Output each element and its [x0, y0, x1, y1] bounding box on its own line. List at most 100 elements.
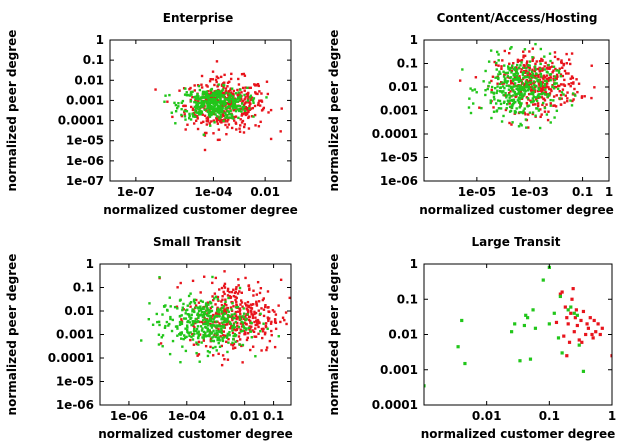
- point-1-9: [208, 122, 211, 125]
- point-2-306: [194, 111, 198, 114]
- point-1-11: [518, 75, 521, 78]
- x-tick-label: 0.1: [263, 409, 284, 423]
- point-2-276: [216, 333, 219, 336]
- point-1-157: [222, 334, 225, 337]
- point-2-219: [209, 314, 212, 318]
- point-2-80: [194, 306, 197, 309]
- point-2-371: [207, 99, 210, 102]
- point-2-377: [249, 94, 253, 97]
- point-2-17: [217, 83, 220, 86]
- point-1-126: [543, 76, 547, 79]
- point-2-160: [249, 321, 253, 324]
- point-2-104: [157, 343, 161, 346]
- point-1-401: [205, 123, 209, 126]
- point-2-327: [213, 104, 216, 108]
- point-2-64: [180, 322, 184, 326]
- point-1-19: [218, 138, 221, 141]
- point-1-183: [250, 307, 254, 310]
- point-2-11: [528, 357, 533, 361]
- point-2-235: [191, 308, 194, 311]
- point-1-349: [215, 118, 219, 122]
- point-2-225: [200, 99, 204, 103]
- point-1-263: [220, 300, 223, 303]
- point-2-256: [521, 111, 525, 115]
- point-1-257: [232, 108, 236, 112]
- point-2-372: [197, 307, 200, 310]
- point-2-284: [527, 85, 530, 88]
- point-2-237: [176, 325, 179, 328]
- point-2-19: [560, 351, 564, 355]
- point-2-71: [233, 326, 237, 329]
- point-1-380: [514, 95, 517, 99]
- point-2-78: [210, 305, 214, 309]
- point-2-8: [510, 88, 514, 91]
- point-2-62: [499, 102, 503, 106]
- point-2-74: [193, 105, 197, 109]
- point-1-133: [193, 326, 196, 329]
- point-1-197: [279, 130, 282, 133]
- point-2-269: [202, 306, 205, 309]
- point-1-250: [258, 99, 261, 102]
- point-1-268: [204, 344, 208, 348]
- point-1-331: [510, 123, 513, 126]
- point-2-333: [222, 326, 225, 329]
- point-2-6: [512, 90, 515, 93]
- point-1-142: [227, 118, 230, 121]
- point-2-176: [230, 105, 234, 108]
- point-1-39: [200, 83, 203, 86]
- point-1-237: [210, 120, 213, 123]
- point-1-60: [224, 123, 227, 127]
- point-2-26: [505, 107, 508, 110]
- point-2-36: [185, 110, 189, 113]
- point-1-22: [261, 298, 265, 302]
- y-tick-label: 0.0001: [372, 398, 418, 412]
- point-1-114: [262, 106, 266, 110]
- point-1-281: [231, 92, 234, 95]
- plot-frame: [423, 39, 610, 182]
- point-1-15: [249, 86, 252, 90]
- point-1-229: [226, 287, 230, 291]
- point-1-213: [264, 331, 267, 334]
- point-1-186: [269, 108, 273, 112]
- point-2-258: [180, 101, 183, 104]
- point-1-272: [507, 91, 511, 95]
- point-2-322: [187, 332, 191, 335]
- point-1-378: [536, 102, 540, 105]
- point-2-151: [196, 111, 199, 114]
- point-1-263: [203, 148, 207, 152]
- point-1-291: [267, 319, 270, 323]
- point-1-145: [246, 98, 250, 101]
- point-1-361: [575, 78, 578, 81]
- point-1-286: [547, 79, 550, 82]
- point-1-141: [212, 298, 215, 302]
- point-2-265: [234, 100, 238, 103]
- point-1-28: [585, 322, 589, 326]
- point-1-351: [270, 320, 273, 324]
- point-2-190: [156, 320, 159, 324]
- point-1-125: [252, 294, 255, 297]
- point-2-297: [215, 326, 218, 329]
- point-1-183: [220, 121, 223, 124]
- point-2-342: [239, 88, 242, 91]
- y-tick-label: 1: [410, 257, 418, 271]
- point-1-396: [253, 312, 256, 316]
- point-1-279: [525, 60, 529, 63]
- point-2-18: [556, 336, 561, 340]
- point-1-28: [253, 320, 256, 324]
- point-1-71: [212, 112, 215, 116]
- point-2-84: [201, 90, 205, 94]
- point-1-386: [248, 287, 251, 290]
- point-1-195: [240, 72, 244, 76]
- point-1-89: [265, 348, 268, 352]
- point-2-119: [265, 96, 268, 99]
- point-2-109: [241, 321, 245, 324]
- point-2-243: [254, 355, 257, 358]
- point-1-346: [236, 316, 239, 319]
- point-1-153: [198, 320, 201, 324]
- point-2-97: [192, 329, 196, 333]
- point-2-373: [193, 298, 196, 302]
- point-1-247: [512, 62, 515, 65]
- point-1-181: [242, 317, 246, 321]
- point-1-100: [189, 338, 192, 342]
- point-2-311: [203, 92, 206, 95]
